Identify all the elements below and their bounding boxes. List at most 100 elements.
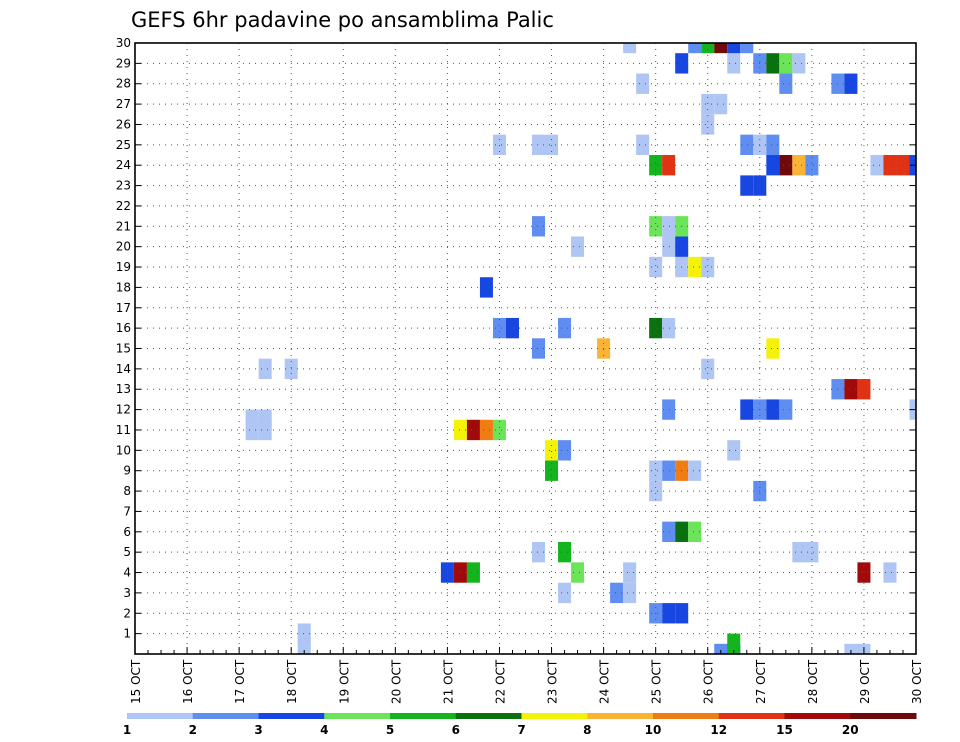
precip-cell xyxy=(532,338,546,359)
x-tick-label: 18 OCT xyxy=(285,659,299,704)
chart-title: GEFS 6hr padavine po ansamblima Palic xyxy=(131,8,554,32)
precip-cell xyxy=(727,440,741,461)
colorbar-swatch xyxy=(784,713,851,719)
precip-cell xyxy=(701,114,715,135)
colorbar-swatch xyxy=(192,713,259,719)
precip-cell xyxy=(479,277,493,298)
y-tick-label: 21 xyxy=(116,219,131,233)
precip-cell xyxy=(779,399,793,420)
y-tick-label: 7 xyxy=(123,504,131,518)
precip-cell xyxy=(779,73,793,94)
precip-cell xyxy=(662,236,676,257)
x-tick-label: 17 OCT xyxy=(233,659,247,704)
precip-cell xyxy=(792,53,806,74)
x-tick-label: 22 OCT xyxy=(493,659,507,704)
colorbar-swatch xyxy=(324,713,391,719)
precip-cell xyxy=(779,53,793,74)
precip-cell xyxy=(636,134,650,156)
colorbar-label: 6 xyxy=(452,723,460,737)
colorbar-label: 7 xyxy=(517,723,525,737)
y-tick-label: 4 xyxy=(123,566,131,580)
precip-cell xyxy=(245,409,259,430)
y-tick-label: 17 xyxy=(116,301,131,315)
precip-cell xyxy=(701,43,715,54)
precip-cell xyxy=(558,440,572,461)
precip-cell xyxy=(688,256,702,278)
y-tick-label: 14 xyxy=(116,362,131,376)
precip-cell xyxy=(545,440,559,461)
colorbar-label: 5 xyxy=(386,723,394,737)
y-tick-label: 28 xyxy=(116,77,131,91)
precip-cell xyxy=(740,43,754,54)
precip-cell xyxy=(505,317,519,339)
x-tick-label: 15 OCT xyxy=(129,659,143,704)
precip-cell xyxy=(870,155,884,176)
precip-cell xyxy=(453,562,467,583)
precip-cell xyxy=(545,460,559,481)
colorbar-swatch xyxy=(127,713,194,719)
colorbar-swatch xyxy=(455,713,522,719)
x-tick-label: 30 OCT xyxy=(910,659,924,704)
precip-cell xyxy=(649,155,663,176)
y-tick-label: 13 xyxy=(116,382,131,396)
precip-cell xyxy=(688,521,702,542)
precip-cell xyxy=(479,419,493,441)
y-tick-label: 24 xyxy=(116,158,131,172)
y-tick-label: 22 xyxy=(116,199,131,213)
colorbar-swatch xyxy=(587,713,654,719)
y-tick-label: 2 xyxy=(123,606,131,620)
colorbar-swatch xyxy=(521,713,588,719)
precip-cell xyxy=(727,53,741,74)
colorbar-swatch xyxy=(390,713,457,719)
precip-cell xyxy=(714,43,728,54)
precip-cell xyxy=(844,643,858,654)
y-tick-label: 8 xyxy=(123,484,131,498)
precip-cell xyxy=(545,134,559,156)
precip-cell xyxy=(662,521,676,542)
x-tick-label: 25 OCT xyxy=(650,659,664,704)
precip-cell xyxy=(558,541,572,563)
y-tick-label: 26 xyxy=(116,117,131,131)
x-tick-label: 28 OCT xyxy=(806,659,820,704)
y-tick-label: 10 xyxy=(116,443,131,457)
precip-cell xyxy=(258,409,272,430)
precip-cell xyxy=(662,603,676,624)
y-tick-label: 27 xyxy=(116,97,131,111)
colorbar-swatch xyxy=(258,713,325,719)
x-tick-label: 23 OCT xyxy=(546,659,560,704)
precip-cell xyxy=(571,236,585,257)
precip-cell xyxy=(792,541,806,563)
y-tick-label: 29 xyxy=(116,56,131,70)
y-tick-label: 15 xyxy=(116,342,131,356)
precip-cell xyxy=(714,643,728,654)
precip-cell xyxy=(714,93,728,115)
colorbar-label: 1 xyxy=(123,723,131,737)
precip-cell xyxy=(896,155,910,176)
colorbar-label: 10 xyxy=(645,723,662,737)
colorbar-swatch xyxy=(653,713,720,719)
colorbar: 1 2 3 4 5 6 7 8 10 12 15 20 xyxy=(123,713,917,737)
y-tick-label: 20 xyxy=(116,240,131,254)
precip-cell xyxy=(558,582,572,604)
precip-cell xyxy=(662,155,676,176)
precip-cell xyxy=(623,43,637,54)
precip-cell xyxy=(636,73,650,94)
precip-cell xyxy=(701,358,715,380)
precip-cell xyxy=(857,562,871,583)
x-tick-label: 27 OCT xyxy=(754,659,768,704)
precip-cell xyxy=(779,155,793,176)
precip-cell xyxy=(492,134,506,156)
x-tick-label: 19 OCT xyxy=(337,659,351,704)
precip-cell xyxy=(792,155,806,176)
x-tick-label: 26 OCT xyxy=(702,659,716,704)
precip-cell xyxy=(727,43,741,54)
precip-cell xyxy=(727,633,741,654)
y-tick-label: 1 xyxy=(123,627,131,641)
precip-cell xyxy=(688,43,702,54)
colorbar-label: 12 xyxy=(710,723,727,737)
precip-cell xyxy=(701,256,715,278)
precip-cell xyxy=(701,93,715,115)
precip-cell xyxy=(466,562,480,583)
y-tick-label: 16 xyxy=(116,321,131,335)
